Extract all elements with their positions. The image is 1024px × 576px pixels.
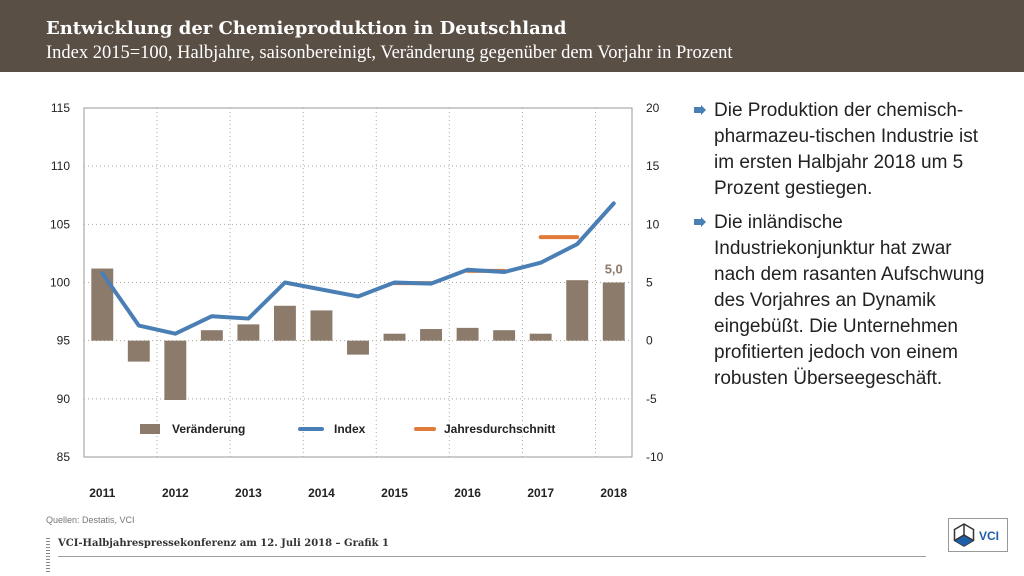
source-note: Quellen: Destatis, VCI: [46, 515, 135, 525]
bullet-list: Die Produktion der chemisch-pharmazeu-ti…: [694, 98, 994, 400]
footer-caption: VCI-Halbjahrespressekonferenz am 12. Jul…: [58, 538, 389, 549]
x-tick-label: 2011: [89, 486, 115, 500]
x-tick-label: 2014: [308, 486, 335, 500]
chart-title: Entwicklung der Chemieproduktion in Deut…: [46, 18, 567, 39]
chart-subtitle: Index 2015=100, Halbjahre, saisonbereini…: [46, 43, 733, 63]
vci-logo: VCI: [948, 518, 1008, 552]
bar-veraenderung: [347, 340, 369, 355]
bar-veraenderung: [200, 330, 223, 341]
plot-area-frame: [83, 107, 633, 458]
bar-veraenderung: [493, 330, 516, 341]
bar-veraenderung: [420, 329, 443, 341]
bar-veraenderung: [602, 282, 625, 341]
y-left-tick-label: 115: [51, 101, 70, 115]
bar-veraenderung: [273, 305, 296, 341]
legend-label: Jahresdurchschnitt: [444, 422, 555, 436]
bar-veraenderung: [456, 327, 479, 341]
bullet-text-1: Die Produktion der chemisch-pharmazeu-ti…: [714, 100, 979, 199]
bar-veraenderung: [529, 333, 552, 341]
y-right-tick-label: 0: [646, 334, 653, 348]
bullet-item: Die Produktion der chemisch-pharmazeu-ti…: [694, 98, 994, 202]
footer-divider: [46, 538, 50, 574]
legend-label: Veränderung: [172, 422, 245, 436]
bar-veraenderung: [237, 324, 260, 341]
y-left-tick-label: 110: [51, 159, 70, 173]
bar-veraenderung: [91, 268, 114, 341]
arrow-bullet-icon: [694, 105, 706, 115]
y-right-tick-label: -10: [646, 450, 664, 464]
y-right-tick-label: 20: [646, 101, 660, 115]
y-right-tick-label: 5: [646, 276, 653, 290]
y-left-tick-label: 95: [57, 334, 71, 348]
bullet-item: Die inländische Industriekonjunktur hat …: [694, 210, 994, 392]
y-left-tick-label: 100: [50, 276, 70, 290]
x-tick-label: 2015: [381, 486, 408, 500]
footer-rule: [58, 556, 926, 557]
logo-text: VCI: [979, 529, 999, 543]
bar-veraenderung: [164, 340, 187, 400]
x-tick-label: 2016: [454, 486, 481, 500]
data-label: 5,0: [605, 262, 623, 277]
x-tick-label: 2012: [162, 486, 189, 500]
y-right-tick-label: 15: [646, 159, 660, 173]
legend-swatch-veraenderung: [140, 424, 160, 434]
y-right-tick-label: 10: [646, 217, 660, 231]
bar-veraenderung: [310, 310, 333, 341]
y-right-tick-label: -5: [646, 392, 657, 406]
x-tick-label: 2017: [527, 486, 554, 500]
x-tick-label: 2018: [600, 486, 627, 500]
bar-veraenderung: [566, 280, 589, 341]
bullet-text-2: Die inländische Industriekonjunktur hat …: [714, 212, 985, 389]
legend-label: Index: [334, 422, 366, 436]
bar-veraenderung: [127, 340, 150, 362]
arrow-bullet-icon: [694, 217, 706, 227]
x-tick-label: 2013: [235, 486, 262, 500]
header-bar: Entwicklung der Chemieproduktion in Deut…: [0, 0, 1024, 72]
y-left-tick-label: 90: [57, 392, 71, 406]
index-line: [100, 201, 616, 336]
bar-veraenderung: [383, 333, 406, 341]
y-left-tick-label: 105: [50, 217, 70, 231]
y-left-tick-label: 85: [57, 450, 71, 464]
